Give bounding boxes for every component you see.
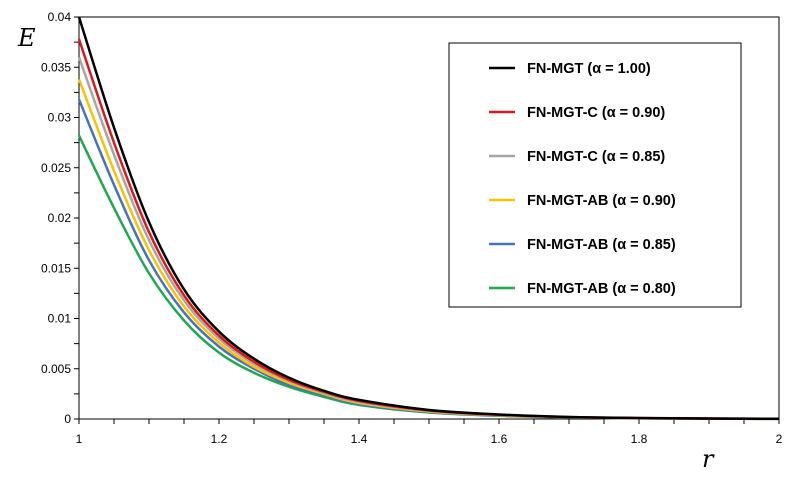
y-tick-label: 0.01 bbox=[48, 312, 72, 326]
axis-ticks: 1 1.2 1.4 1.6 1.8 2 0 0.005 0.01 0.015 0.02 0.025 0.… bbox=[41, 10, 783, 446]
x-tick-label: 1.8 bbox=[631, 432, 648, 446]
y-tick-label: 0.03 bbox=[48, 111, 72, 125]
series-lines bbox=[77, 16, 780, 421]
legend: FN-MGT (α = 1.00) FN-MGT-C (α = 0.90) FN-M… bbox=[448, 42, 742, 308]
legend-label: FN-MGT-AB (α = 0.85) bbox=[527, 237, 676, 253]
y-tick-label: 0 bbox=[64, 412, 71, 426]
y-tick-label: 0.04 bbox=[48, 10, 72, 24]
y-tick-label: 0.02 bbox=[48, 211, 72, 225]
y-tick-label: 0.005 bbox=[41, 362, 71, 376]
legend-label: FN-MGT-AB (α = 0.90) bbox=[527, 193, 676, 209]
x-tick-label: 1.6 bbox=[491, 432, 508, 446]
x-axis-title: r bbox=[702, 445, 715, 473]
legend-box bbox=[448, 42, 742, 308]
series-line bbox=[77, 16, 780, 421]
x-tick-label: 1 bbox=[76, 432, 83, 446]
y-tick-label: 0.015 bbox=[41, 261, 71, 275]
legend-label: FN-MGT-C (α = 0.90) bbox=[527, 105, 665, 121]
y-tick-label: 0.025 bbox=[41, 161, 71, 175]
legend-label: FN-MGT-AB (α = 0.80) bbox=[527, 281, 676, 297]
x-tick-label: 1.2 bbox=[211, 432, 228, 446]
x-tick-label: 1.4 bbox=[351, 432, 368, 446]
x-tick-label: 2 bbox=[776, 432, 783, 446]
y-axis-title: E bbox=[17, 24, 36, 52]
legend-label: FN-MGT (α = 1.00) bbox=[527, 61, 651, 77]
y-tick-label: 0.035 bbox=[41, 60, 71, 74]
legend-label: FN-MGT-C (α = 0.85) bbox=[527, 149, 665, 165]
